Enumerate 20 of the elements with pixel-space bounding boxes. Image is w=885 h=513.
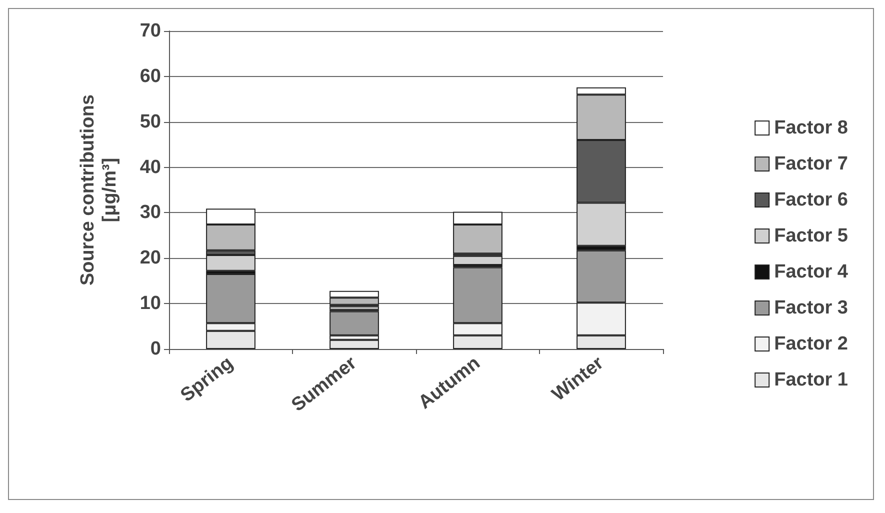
legend-label: Factor 5 xyxy=(774,226,848,246)
y-tick-label: 30 xyxy=(140,202,161,224)
y-tick-label: 40 xyxy=(140,156,161,178)
legend-label: Factor 8 xyxy=(774,118,848,138)
legend-label: Factor 3 xyxy=(774,298,848,318)
legend-label: Factor 1 xyxy=(774,370,848,390)
y-axis-title: Source contributions [μg/m³] xyxy=(78,94,120,286)
y-tick-label: 10 xyxy=(140,293,161,314)
y-tick-label: 50 xyxy=(140,111,161,132)
legend-label: Factor 2 xyxy=(774,334,848,354)
y-tick-label: 60 xyxy=(140,66,161,87)
y-tick-label: 70 xyxy=(140,20,161,42)
legend-label: Factor 4 xyxy=(774,262,848,282)
y-tick-label: 20 xyxy=(140,248,161,269)
bar xyxy=(453,256,502,265)
legend-label: Factor 7 xyxy=(774,154,848,174)
bar xyxy=(330,340,379,349)
y-tick-label: 0 xyxy=(150,338,161,360)
legend-label: Factor 6 xyxy=(774,190,848,210)
bar xyxy=(206,254,256,271)
